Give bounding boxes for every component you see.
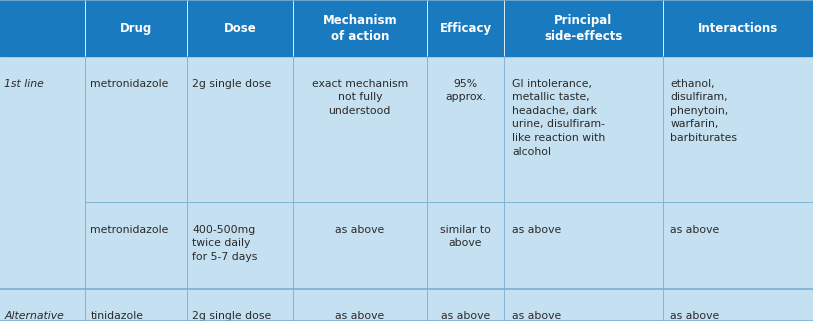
- Text: tinidazole: tinidazole: [90, 311, 143, 321]
- Bar: [0, 56, 813, 321]
- Text: similar to
above: similar to above: [440, 225, 491, 248]
- Text: exact mechanism
not fully
understood: exact mechanism not fully understood: [311, 79, 408, 116]
- Text: Mechanism
of action: Mechanism of action: [323, 13, 397, 43]
- Text: as above: as above: [670, 311, 720, 321]
- Text: Dose: Dose: [224, 22, 256, 35]
- Text: ethanol,
disulfiram,
phenytoin,
warfarin,
barbiturates: ethanol, disulfiram, phenytoin, warfarin…: [670, 79, 737, 143]
- Text: Interactions: Interactions: [698, 22, 778, 35]
- Text: metronidazole: metronidazole: [90, 79, 169, 89]
- Text: 400-500mg
twice daily
for 5-7 days: 400-500mg twice daily for 5-7 days: [192, 225, 258, 262]
- Text: Principal
side-effects: Principal side-effects: [544, 13, 623, 43]
- Text: 1st line: 1st line: [4, 79, 44, 89]
- Text: as above: as above: [335, 225, 385, 235]
- Text: as above: as above: [512, 225, 561, 235]
- Text: 2g single dose: 2g single dose: [192, 311, 272, 321]
- Text: as above: as above: [335, 311, 385, 321]
- Bar: [0, 0, 813, 56]
- Text: metronidazole: metronidazole: [90, 225, 169, 235]
- Text: as above: as above: [670, 225, 720, 235]
- Text: 95%
approx.: 95% approx.: [445, 79, 486, 102]
- Text: as above: as above: [512, 311, 561, 321]
- Text: Alternative: Alternative: [4, 311, 64, 321]
- Text: 2g single dose: 2g single dose: [192, 79, 272, 89]
- Text: GI intolerance,
metallic taste,
headache, dark
urine, disulfiram-
like reaction : GI intolerance, metallic taste, headache…: [512, 79, 605, 157]
- Text: Drug: Drug: [120, 22, 152, 35]
- Text: Efficacy: Efficacy: [439, 22, 492, 35]
- Text: as above: as above: [441, 311, 490, 321]
